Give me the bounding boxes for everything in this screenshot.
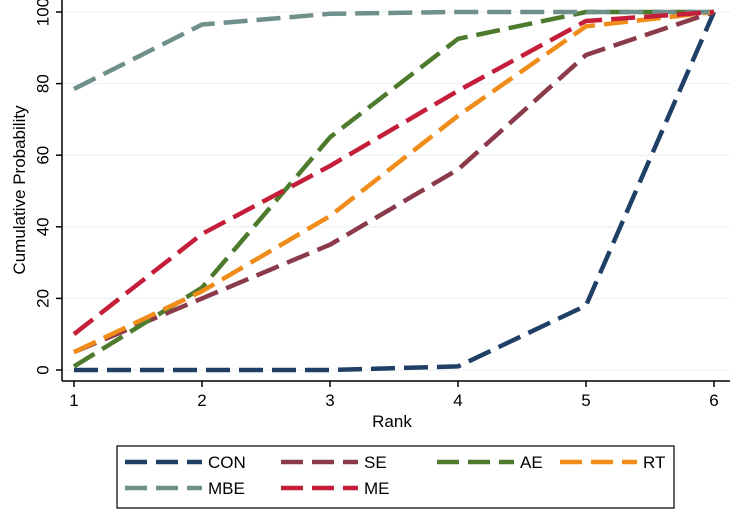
series-line-se (73, 9, 715, 355)
y-tick-label: 0 (33, 365, 52, 374)
axes: 0 20 40 60 80 100 1 2 3 4 5 6 (33, 0, 730, 410)
legend-label-con: CON (208, 453, 246, 472)
legend-label-me: ME (364, 479, 390, 498)
legend-label-se: SE (364, 453, 387, 472)
x-tick-label: 2 (197, 391, 206, 410)
y-tick-label: 100 (33, 0, 52, 26)
y-tick-label: 80 (33, 74, 52, 93)
series-lines (72, 9, 717, 373)
x-tick-label: 5 (581, 391, 590, 410)
legend-label-mbe: MBE (208, 479, 245, 498)
series-line-me (72, 9, 715, 336)
x-tick-label: 4 (453, 391, 462, 410)
series-line-mbe (72, 9, 714, 91)
series-line-rt (73, 9, 715, 355)
legend-box (116, 445, 675, 509)
gridlines (62, 11, 730, 371)
x-tick-label: 6 (709, 391, 718, 410)
x-tick-label: 3 (325, 391, 334, 410)
x-axis-title: Rank (372, 412, 412, 431)
legend: CON SE AE RT MBE ME (116, 445, 675, 509)
y-tick-label: 40 (33, 217, 52, 236)
y-tick-label: 60 (33, 146, 52, 165)
series-line-con (74, 11, 717, 373)
legend-label-rt: RT (643, 453, 665, 472)
legend-label-ae: AE (520, 453, 543, 472)
y-axis-title: Cumulative Probability (10, 105, 29, 275)
y-tick-label: 20 (33, 289, 52, 308)
x-tick-label: 1 (69, 391, 78, 410)
